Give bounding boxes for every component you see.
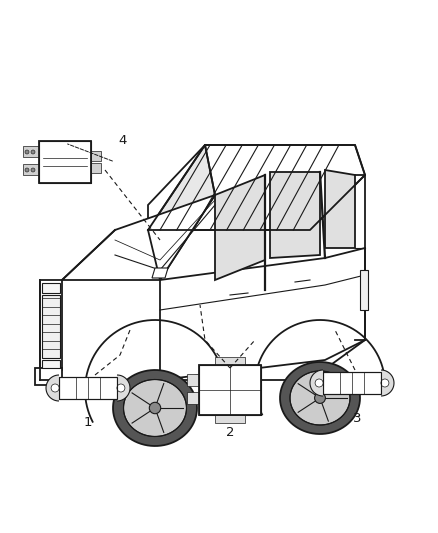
Polygon shape: [42, 360, 60, 368]
Polygon shape: [62, 195, 215, 280]
Polygon shape: [290, 371, 350, 425]
Polygon shape: [310, 370, 323, 396]
Polygon shape: [148, 145, 215, 280]
Text: 1: 1: [84, 416, 92, 430]
Circle shape: [51, 384, 59, 392]
Polygon shape: [360, 270, 368, 310]
Polygon shape: [381, 370, 394, 396]
Circle shape: [381, 379, 389, 387]
Polygon shape: [187, 374, 199, 386]
Polygon shape: [270, 172, 320, 258]
Circle shape: [149, 402, 161, 414]
Polygon shape: [113, 370, 197, 446]
Polygon shape: [39, 141, 91, 183]
Polygon shape: [46, 375, 59, 401]
Circle shape: [117, 384, 125, 392]
Polygon shape: [23, 164, 39, 175]
Polygon shape: [160, 248, 365, 380]
Text: 2: 2: [226, 425, 234, 439]
Polygon shape: [325, 170, 355, 248]
Polygon shape: [42, 283, 60, 293]
Polygon shape: [91, 163, 101, 173]
Circle shape: [31, 168, 35, 172]
Circle shape: [25, 168, 29, 172]
Polygon shape: [23, 146, 39, 157]
Polygon shape: [117, 375, 130, 401]
Polygon shape: [59, 377, 117, 399]
Polygon shape: [42, 295, 60, 358]
Polygon shape: [215, 357, 245, 365]
Polygon shape: [152, 268, 168, 278]
Circle shape: [314, 393, 325, 403]
Text: 4: 4: [119, 133, 127, 147]
Polygon shape: [35, 368, 62, 385]
Circle shape: [315, 379, 323, 387]
Polygon shape: [91, 151, 101, 161]
Polygon shape: [280, 362, 360, 434]
Polygon shape: [323, 372, 381, 394]
Polygon shape: [215, 175, 265, 280]
Polygon shape: [215, 415, 245, 423]
Polygon shape: [187, 392, 199, 404]
Circle shape: [25, 150, 29, 154]
Circle shape: [31, 150, 35, 154]
Polygon shape: [40, 280, 62, 370]
Polygon shape: [148, 145, 365, 230]
Polygon shape: [199, 365, 261, 415]
Text: 3: 3: [353, 411, 361, 424]
Polygon shape: [124, 379, 187, 437]
